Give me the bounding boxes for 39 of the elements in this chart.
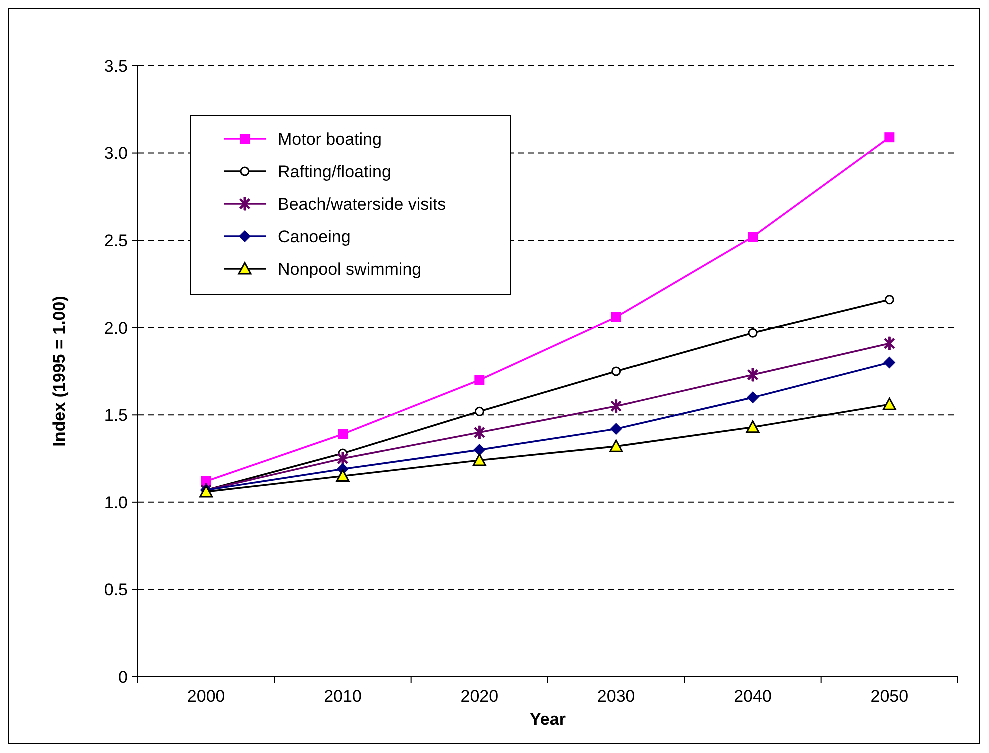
point	[338, 429, 348, 440]
point	[610, 440, 624, 452]
y-tick-label: 3.0	[104, 144, 128, 164]
legend-label: Canoeing	[278, 227, 351, 246]
y-tick-label: 2.5	[104, 232, 128, 251]
point	[882, 398, 896, 410]
y-tick-label: 0	[118, 668, 128, 687]
y-axis-title: Index (1995 = 1.00)	[50, 296, 69, 447]
point	[747, 392, 759, 404]
x-tick-label: 2050	[870, 687, 909, 706]
point	[884, 356, 896, 369]
y-tick-label: 3.5	[104, 56, 128, 76]
x-tick-label: 2030	[597, 687, 636, 706]
point	[474, 444, 486, 456]
y-tick-label: 1.0	[104, 493, 128, 512]
y-tick-label: 1.5	[104, 406, 128, 426]
x-axis-title: Year	[530, 710, 566, 729]
x-tick-label: 2040	[734, 687, 772, 706]
point	[474, 375, 485, 386]
point	[884, 295, 894, 305]
x-tick-label: 2020	[460, 687, 499, 706]
point	[336, 469, 350, 482]
point	[474, 406, 484, 416]
point	[884, 132, 895, 143]
point	[748, 232, 758, 242]
point	[746, 420, 760, 434]
point	[610, 423, 622, 436]
point	[612, 366, 622, 376]
point	[472, 454, 486, 466]
point	[748, 328, 758, 338]
x-tick-label: 2000	[187, 687, 226, 706]
y-tick-label: 2.0	[104, 318, 128, 338]
legend-label: Nonpool swimming	[278, 260, 422, 279]
y-tick-label: 0.5	[104, 580, 128, 600]
legend-label: Beach/waterside visits	[278, 194, 446, 214]
legend-label: Rafting/floating	[278, 162, 392, 182]
legend-label: Motor boating	[278, 130, 382, 149]
x-tick-label: 2010	[324, 687, 362, 706]
point	[611, 312, 622, 322]
